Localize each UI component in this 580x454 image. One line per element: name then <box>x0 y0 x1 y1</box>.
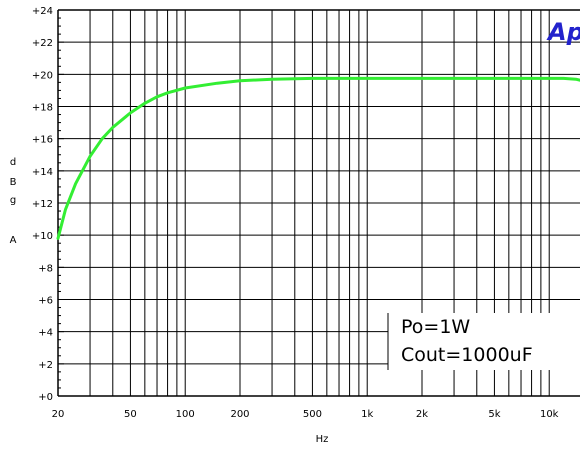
y-tick-label: +2 <box>38 360 53 371</box>
y-tick-label: +12 <box>32 199 53 210</box>
y-tick-label: +24 <box>32 6 53 17</box>
y-axis-label-letter: B <box>10 177 17 188</box>
x-tick-label: 20 <box>52 409 65 420</box>
annotation-block: Po=1W Cout=1000uF <box>387 313 580 370</box>
curve-layer <box>56 76 580 240</box>
x-tick-label: 50 <box>124 409 137 420</box>
y-tick-label: +6 <box>38 296 53 307</box>
y-tick-label: +8 <box>38 263 53 274</box>
response-curve-0 <box>56 76 580 240</box>
annotation-cout: Cout=1000uF <box>401 344 533 366</box>
y-tick-label: +4 <box>38 328 53 339</box>
y-tick-label: +16 <box>32 135 53 146</box>
y-tick-label: +0 <box>38 392 53 403</box>
y-tick-label: +22 <box>32 38 53 49</box>
y-tick-label: +14 <box>32 167 53 178</box>
y-axis-label-letter: A <box>10 235 17 246</box>
x-tick-label: 10k <box>540 409 559 420</box>
x-tick-label: 200 <box>230 409 249 420</box>
annotation-background <box>388 313 580 370</box>
x-tick-label: 5k <box>488 409 500 420</box>
axis-labels: +0 +2 +4 +6 +8 +10 +12 +14 +16 +18 +20 +22 +24 20 50 10… <box>10 6 559 445</box>
x-tick-label: 500 <box>303 409 322 420</box>
y-tick-label: +10 <box>32 231 53 242</box>
annotation-po: Po=1W <box>401 316 470 338</box>
brand-logo-text: Ap <box>546 18 580 46</box>
y-tick-label: +18 <box>32 103 53 114</box>
plot-frame <box>57 9 580 397</box>
y-tick-label: +20 <box>32 70 53 81</box>
x-tick-label: 100 <box>176 409 195 420</box>
y-axis-label-letter: d <box>10 157 16 168</box>
x-axis-label: Hz <box>316 434 329 445</box>
y-axis-label-letter: g <box>10 195 16 206</box>
x-tick-label: 2k <box>416 409 428 420</box>
x-tick-label: 1k <box>361 409 373 420</box>
